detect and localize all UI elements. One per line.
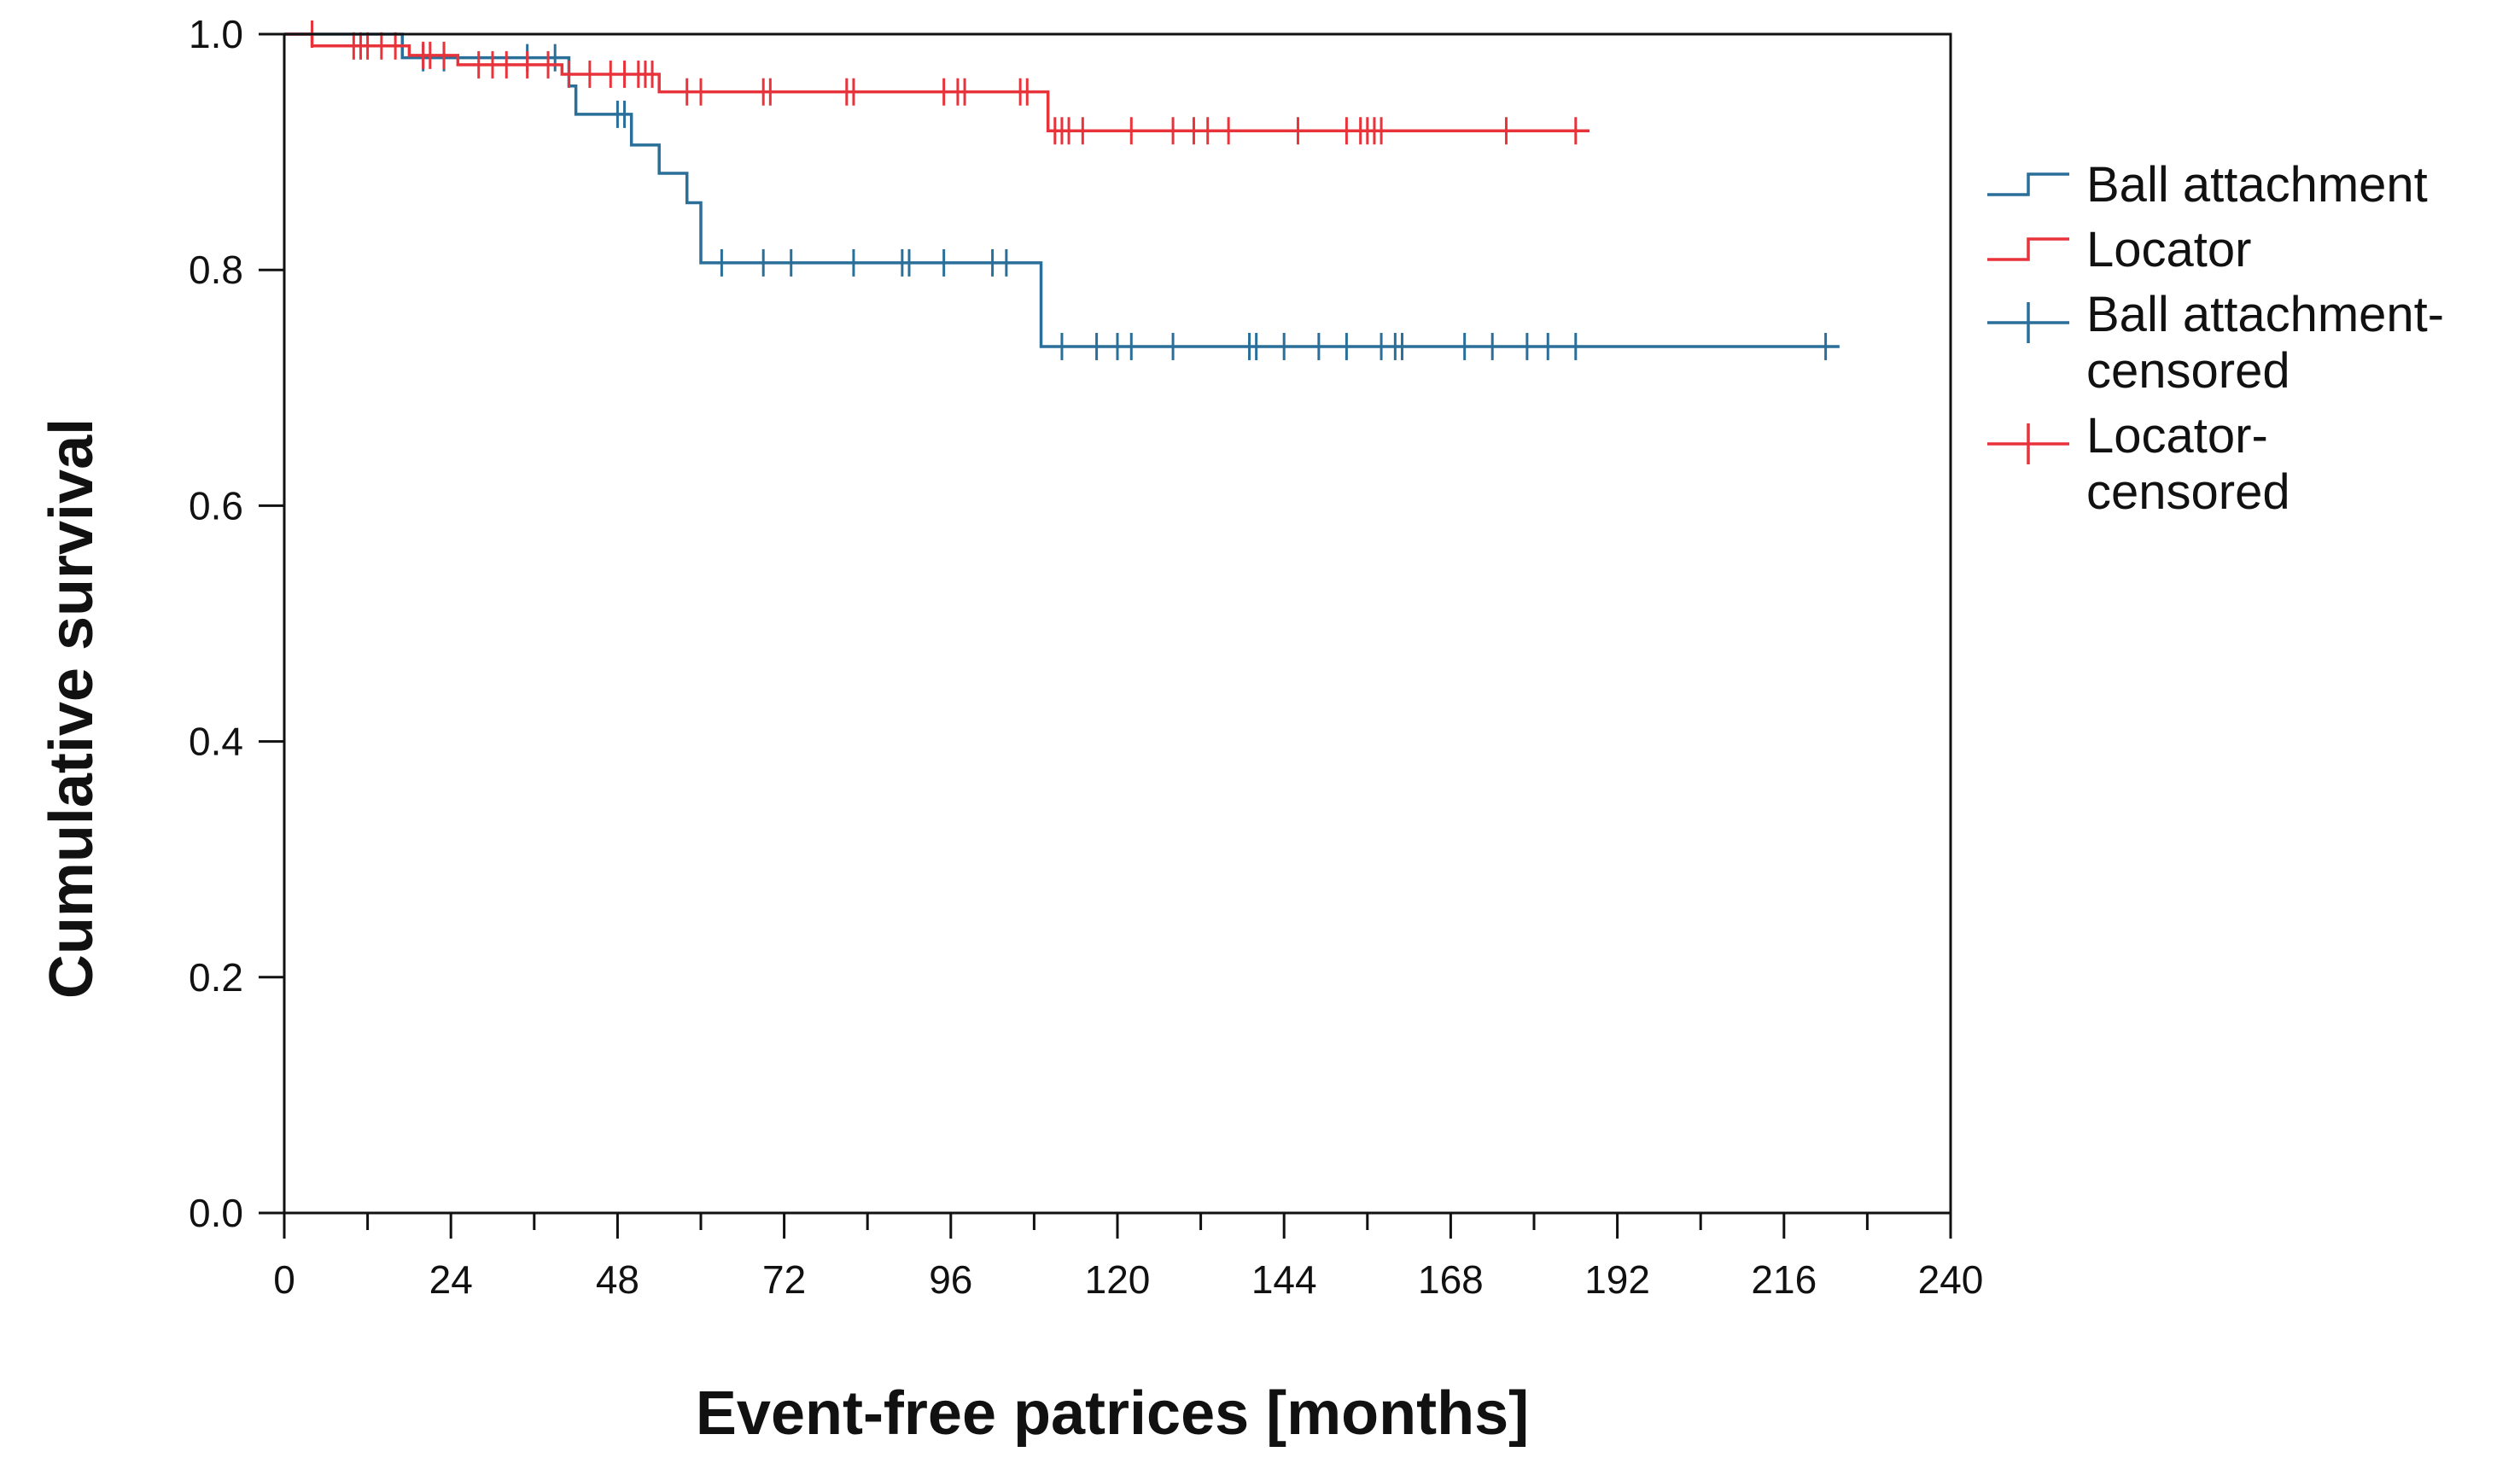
y-tick-label: 1.0 — [189, 12, 243, 56]
x-tick-label: 144 — [1251, 1257, 1317, 1302]
legend-step-symbol — [1987, 172, 2069, 196]
y-tick-label: 0.2 — [189, 955, 243, 1000]
x-tick-label: 48 — [596, 1257, 639, 1302]
x-tick-label: 24 — [429, 1257, 473, 1302]
x-axis-title: Event-free patrices [months] — [696, 1379, 1529, 1448]
x-tick-label: 168 — [1418, 1257, 1484, 1302]
y-tick-label: 0.4 — [189, 720, 243, 764]
legend: Ball attachment Locator Ball attachment-ce… — [1987, 157, 2444, 520]
axes: 0 24 48 72 96 120 144 168 192 216 240 0.0 0.2 0.4 0.6 0… — [189, 12, 1983, 1302]
x-tick-label: 192 — [1584, 1257, 1650, 1302]
ball-attachment-curve — [284, 32, 1840, 348]
x-tick-label: 216 — [1751, 1257, 1817, 1302]
legend-label: Ball attachment- — [2086, 287, 2444, 342]
y-tick-label: 0.6 — [189, 483, 243, 528]
legend-item: Ball attachment-censored — [1987, 287, 2444, 399]
legend-item: Ball attachment — [1987, 157, 2428, 213]
y-tick-label: 0.8 — [189, 248, 243, 292]
legend-item: Locator — [1987, 222, 2251, 277]
y-tick-label: 0.0 — [189, 1191, 243, 1235]
x-tick-label: 120 — [1085, 1257, 1151, 1302]
x-tick-label: 72 — [762, 1257, 806, 1302]
legend-step-symbol — [1987, 237, 2069, 261]
legend-label: Locator- — [2086, 408, 2268, 464]
legend-label: censored — [2086, 343, 2290, 399]
x-tick-label: 96 — [929, 1257, 972, 1302]
y-axis-title: Cumulative survival — [38, 418, 106, 999]
legend-label: Ball attachment — [2086, 157, 2428, 213]
legend-label: Locator — [2086, 222, 2251, 277]
x-tick-label: 0 — [273, 1257, 295, 1302]
legend-item: Locator-censored — [1987, 408, 2290, 520]
plot-area — [284, 20, 1840, 360]
x-tick-label: 240 — [1918, 1257, 1984, 1302]
legend-label: censored — [2086, 464, 2290, 520]
plot-frame — [283, 32, 1952, 1215]
locator-curve — [284, 32, 1590, 132]
